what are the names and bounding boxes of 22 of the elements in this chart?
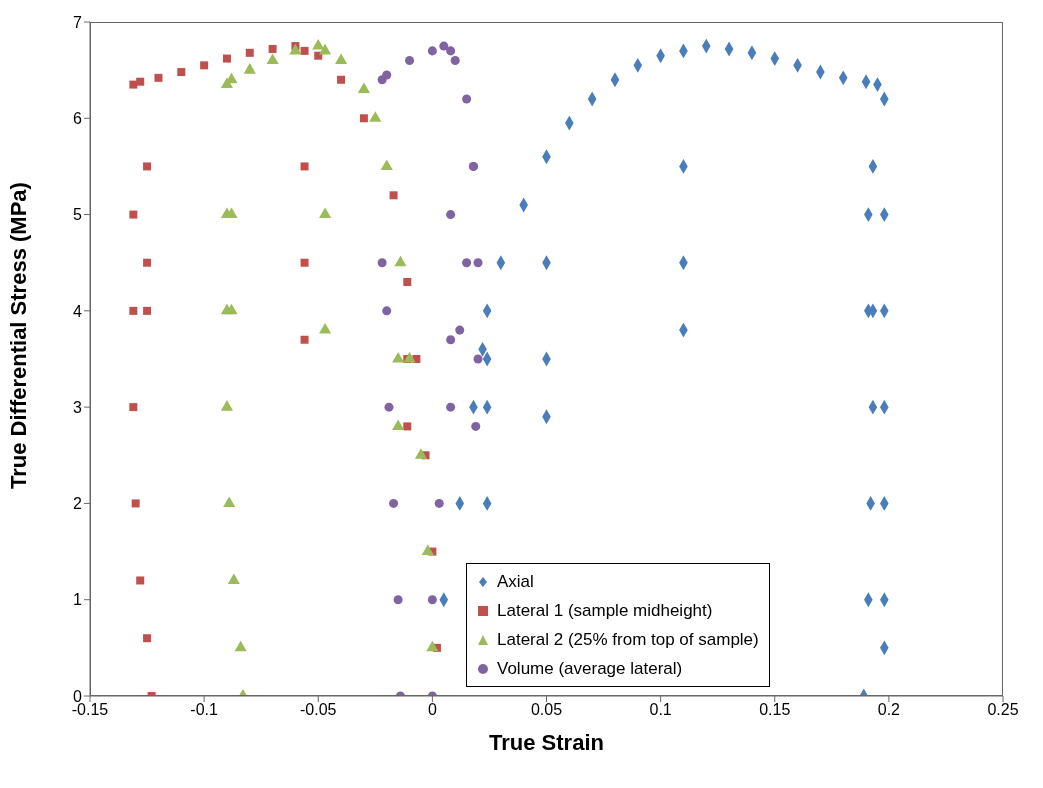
x-tick-label: 0.2: [877, 701, 901, 719]
x-tick-label: 0.1: [649, 701, 672, 719]
legend-label: Volume (average lateral): [497, 658, 683, 680]
x-tick-label: 0.25: [987, 701, 1019, 719]
legend-label: Lateral 2 (25% from top of sample): [497, 629, 759, 651]
x-axis-title: True Strain: [489, 730, 604, 755]
x-tick-label: 0.15: [759, 701, 791, 719]
x-tick-label: 0: [427, 701, 437, 719]
legend-label: Axial: [497, 571, 534, 593]
y-tick-label: 5: [73, 206, 83, 224]
y-tick-label: 1: [73, 591, 83, 609]
x-tick-label: -0.1: [190, 701, 219, 719]
y-axis-title: True Differential Stress (MPa): [5, 182, 31, 489]
y-tick-label: 2: [73, 495, 83, 513]
y-tick-label: 4: [73, 302, 83, 320]
x-tick-label: 0.05: [530, 701, 563, 719]
y-tick-label: 7: [73, 13, 83, 31]
y-tick-label: 3: [73, 398, 83, 416]
legend-label: Lateral 1 (sample midheight): [497, 600, 713, 622]
x-tick-label: -0.15: [71, 701, 109, 719]
x-tick-label: -0.05: [300, 701, 337, 719]
y-tick-label: 6: [73, 109, 83, 127]
